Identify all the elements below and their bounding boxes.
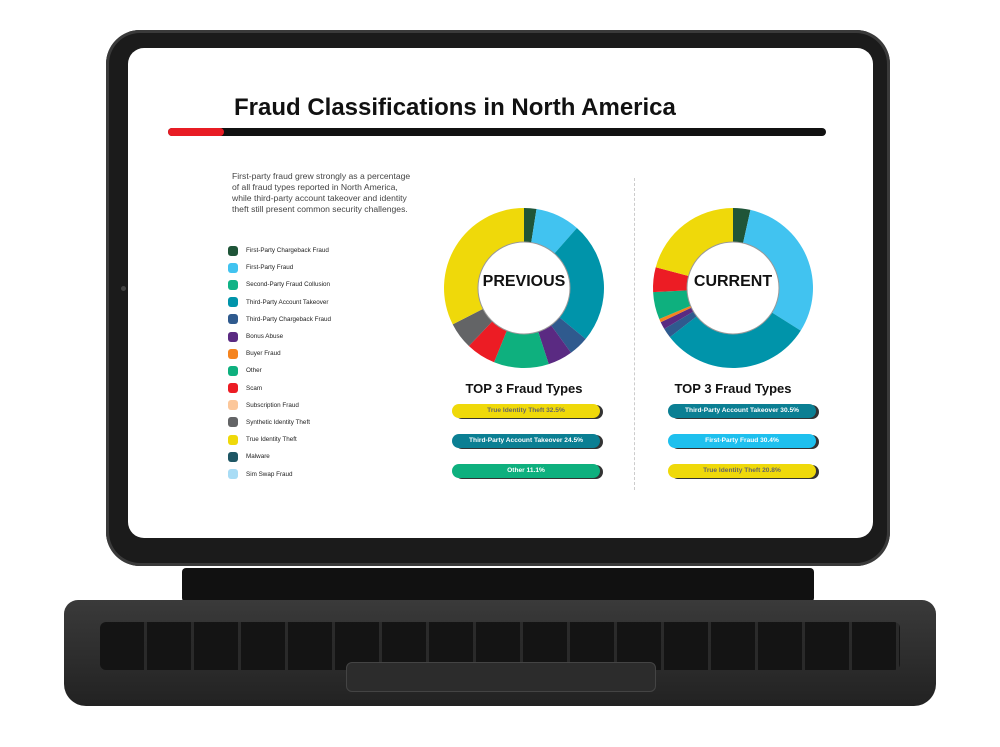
donut-label-previous: PREVIOUS [482, 273, 566, 290]
slice-synthetic-identity-theft [452, 308, 493, 346]
slice-first-party-fraud [531, 208, 577, 254]
camera [121, 286, 126, 291]
keyboard-hinge [182, 568, 814, 602]
slice-other [653, 290, 691, 319]
legend-item: Scam [228, 380, 331, 397]
donut-previous [444, 208, 604, 368]
slice-true-identity-theft [655, 208, 733, 277]
legend-label: Subscription Fraud [246, 401, 299, 409]
legend-swatch [228, 365, 238, 376]
top3-pill: Third-Party Account Takeover 30.5% [668, 404, 816, 418]
top3-title-previous: TOP 3 Fraud Types [465, 381, 583, 396]
legend-swatch [228, 417, 238, 428]
legend-swatch [228, 331, 238, 342]
slice-bonus-abuse [538, 325, 572, 365]
slice-first-party-chargeback-fraud [524, 208, 537, 243]
legend-label: True Identity Theft [246, 436, 297, 444]
top3-pill: Third-Party Account Takeover 24.5% [452, 434, 600, 448]
slice-true-identity-theft [444, 208, 524, 325]
donut-label-current: CURRENT [693, 273, 773, 290]
legend-swatch [228, 245, 238, 256]
legend-label: Sim Swap Fraud [246, 470, 293, 478]
legend-item: Third-Party Chargeback Fraud [228, 311, 331, 328]
legend-swatch [228, 279, 238, 290]
donut-hole [686, 241, 780, 335]
top3-pill: Other 11.1% [452, 464, 600, 478]
legend-label: Second-Party Fraud Collusion [246, 281, 330, 289]
top3-pill: True Identity Theft 32.5% [452, 404, 600, 418]
legend-item: Sim Swap Fraud [228, 465, 331, 482]
legend-label: First-Party Fraud [246, 264, 294, 272]
slice-third-party-account-takeover [669, 312, 801, 368]
legend-swatch [228, 469, 238, 480]
slice-scam [653, 267, 689, 293]
legend-swatch [228, 314, 238, 325]
divider [634, 178, 635, 490]
top3-pill: First-Party Fraud 30.4% [668, 434, 816, 448]
screen: Fraud Classifications in North America F… [128, 48, 873, 538]
legend-item: First-Party Fraud [228, 259, 331, 276]
legend-swatch [228, 434, 238, 445]
legend-swatch [228, 262, 238, 273]
donut-current [653, 208, 813, 368]
legend-label: Third-Party Chargeback Fraud [246, 315, 332, 323]
legend-item: Other [228, 362, 331, 379]
legend: First-Party Chargeback Fraud First-Party … [228, 242, 331, 483]
top3-pill: True Identity Theft 20.8% [668, 464, 816, 478]
legend-swatch [228, 297, 238, 308]
description: First-party fraud grew strongly as a per… [232, 171, 411, 214]
legend-swatch [228, 348, 238, 359]
legend-label: First-Party Chargeback Fraud [246, 247, 329, 255]
legend-item: Second-Party Fraud Collusion [228, 276, 331, 293]
legend-label: Third-Party Account Takeover [246, 298, 329, 306]
legend-label: Other [246, 367, 262, 375]
legend-item: Bonus Abuse [228, 328, 331, 345]
slice-buyer-fraud [659, 305, 692, 323]
legend-label: Bonus Abuse [246, 333, 284, 341]
legend-item: Synthetic Identity Theft [228, 414, 331, 431]
legend-item: Malware [228, 448, 331, 465]
legend-label: Synthetic Identity Theft [246, 418, 310, 426]
slice-third-party-account-takeover [554, 227, 604, 339]
slice-bonus-abuse [660, 307, 694, 329]
legend-item: True Identity Theft [228, 431, 331, 448]
legend-label: Scam [246, 384, 263, 392]
slice-other [494, 330, 549, 368]
title-underline [168, 128, 826, 136]
legend-item: Buyer Fraud [228, 345, 331, 362]
slice-first-party-fraud [743, 209, 813, 331]
legend-label: Buyer Fraud [246, 350, 281, 358]
slice-scam [468, 321, 507, 363]
donut-hole [477, 241, 571, 335]
trackpad [346, 662, 656, 692]
title-accent [168, 128, 224, 136]
legend-swatch [228, 451, 238, 462]
top3-title-current: TOP 3 Fraud Types [674, 381, 792, 396]
page-title: Fraud Classifications in North America [234, 94, 676, 121]
slice-first-party-chargeback-fraud [733, 208, 751, 244]
slice-third-party-chargeback-fraud [551, 317, 586, 353]
legend-item: Subscription Fraud [228, 397, 331, 414]
legend-swatch [228, 400, 238, 411]
slice-third-party-chargeback-fraud [664, 311, 697, 338]
legend-item: Third-Party Account Takeover [228, 294, 331, 311]
legend-label: Malware [246, 453, 270, 461]
legend-swatch [228, 383, 238, 394]
legend-item: First-Party Chargeback Fraud [228, 242, 331, 259]
